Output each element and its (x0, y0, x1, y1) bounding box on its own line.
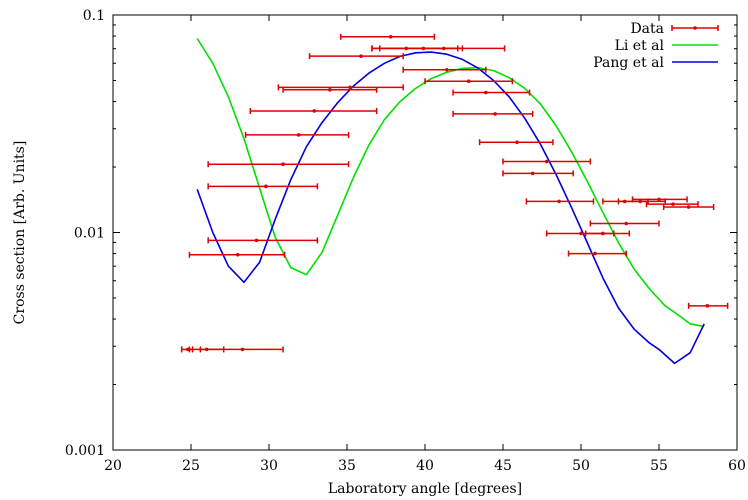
data-point (452, 89, 531, 96)
data-point (687, 302, 729, 309)
x-tick-label: 25 (182, 458, 200, 474)
x-tick-label: 20 (104, 458, 122, 474)
legend-label: Li et al (615, 38, 665, 54)
data-point (277, 84, 404, 91)
point-marker (281, 162, 285, 167)
y-axis-title: Cross section [Arb. Units] (12, 141, 28, 325)
point-marker (638, 199, 643, 204)
point-marker (530, 171, 535, 176)
pang-et-al-curve (196, 51, 705, 365)
legend-entry: Pang et al (593, 55, 718, 71)
x-tick-label: 45 (494, 458, 512, 474)
point-marker (579, 231, 583, 236)
legend-swatch-marker (693, 26, 697, 30)
data-point (207, 237, 319, 244)
x-tick-label: 35 (338, 458, 356, 474)
legend-label: Data (630, 21, 664, 37)
x-axis-title: Laboratory angle [degrees] (328, 481, 522, 497)
data-point (478, 139, 554, 146)
point-marker (348, 85, 352, 90)
x-tick-label: 30 (260, 458, 278, 474)
x-axis: 20 25 30 35 40 45 50 55 60 (104, 15, 746, 474)
data-point (207, 183, 319, 190)
point-marker (593, 251, 597, 256)
legend-label: Pang et al (593, 55, 664, 71)
point-marker (359, 54, 363, 58)
data-point (589, 220, 660, 227)
point-marker (328, 87, 332, 92)
point-marker (515, 140, 519, 145)
data-point (188, 251, 286, 258)
data-point (379, 45, 506, 52)
data-point (402, 66, 487, 73)
data-point (502, 170, 574, 177)
point-marker (441, 46, 446, 51)
data-point (617, 198, 666, 205)
data-point (567, 250, 627, 257)
data-point (662, 203, 715, 210)
point-marker (544, 159, 549, 164)
point-marker (236, 252, 240, 257)
plot-points (180, 33, 729, 353)
y-axis: 0.001 0.01 0.1 (65, 8, 737, 459)
data-point (424, 78, 514, 85)
data-point (545, 230, 615, 237)
data-point (308, 53, 404, 60)
data-point (340, 33, 436, 40)
legend-entry: Li et al (615, 38, 718, 54)
point-marker (705, 304, 710, 308)
y-tick-label: 0.1 (83, 8, 105, 24)
y-tick-label: 0.001 (65, 443, 105, 459)
x-tick-label: 50 (572, 458, 590, 474)
point-marker (296, 133, 301, 137)
point-marker (264, 184, 268, 189)
data-point (645, 201, 699, 208)
y-tick-label: 0.01 (74, 226, 105, 242)
data-point (244, 131, 350, 138)
point-marker (484, 90, 488, 95)
x-tick-label: 60 (728, 458, 746, 474)
data-point (199, 346, 284, 353)
point-marker (686, 205, 691, 209)
data-point (249, 107, 378, 114)
point-marker (671, 202, 675, 206)
data-point (631, 196, 688, 203)
data-point (452, 110, 534, 117)
point-marker (254, 238, 259, 243)
legend-entry: Data (630, 21, 719, 37)
data-point (207, 161, 350, 168)
x-tick-label: 55 (650, 458, 668, 474)
point-marker (657, 197, 661, 202)
x-tick-label: 40 (416, 458, 434, 474)
point-marker (493, 112, 498, 116)
data-point (525, 198, 595, 205)
point-marker (624, 221, 629, 226)
point-marker (557, 199, 561, 204)
point-marker (388, 34, 393, 39)
data-point (502, 158, 592, 165)
point-marker (466, 79, 471, 84)
point-marker (445, 67, 449, 72)
point-marker (240, 347, 245, 352)
point-marker (312, 109, 317, 113)
